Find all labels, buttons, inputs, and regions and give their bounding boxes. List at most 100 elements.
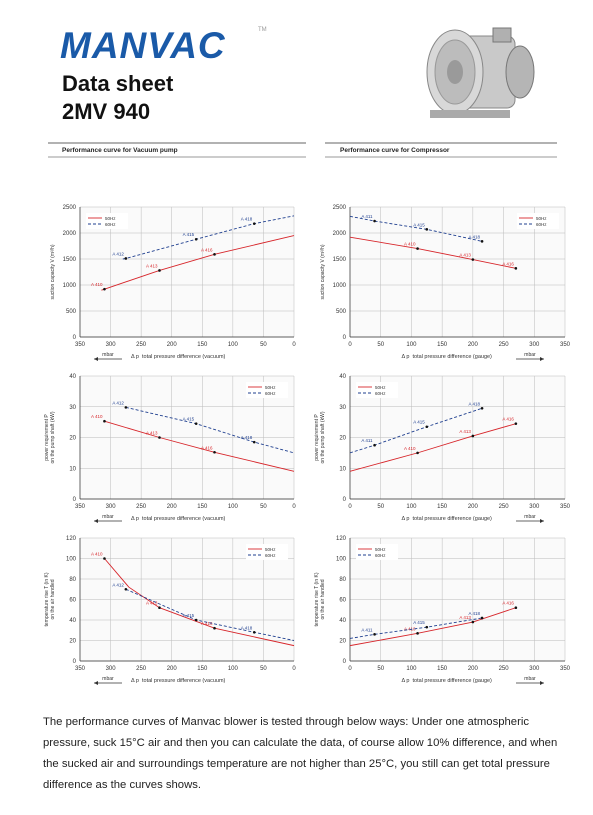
data-point [514,422,518,425]
y-tick-label: 30 [339,405,346,411]
point-label: A 418 [241,435,253,440]
y-axis-label: power requirement P [44,414,50,461]
y-tick-label: 20 [69,639,76,645]
data-point [213,450,216,454]
legend-label: 50Hz [536,216,547,221]
data-point [252,631,256,634]
point-label: A 411 [361,627,373,632]
x-tick-label: 100 [406,666,417,672]
axis-arrow-head [540,519,544,523]
legend-label: 60Hz [375,391,386,396]
point-label: A 415 [413,222,425,227]
legend-label: 50Hz [105,216,116,221]
x-axis-symbol: Δ p [402,678,410,684]
legend-label: 60Hz [536,222,547,227]
legend-box [86,213,128,229]
point-label: A 410 [404,446,416,451]
x-tick-label: 0 [292,342,296,348]
y-tick-label: 30 [69,405,76,411]
y-tick-label: 0 [343,335,347,341]
x-tick-label: 350 [560,666,571,672]
y-tick-label: 10 [69,466,76,472]
data-point [158,269,161,272]
pump-illustration [426,27,535,118]
data-point [471,434,475,438]
x-axis-unit: mbar [524,514,536,520]
y-tick-label: 60 [69,598,76,604]
y-tick-label: 20 [339,639,346,645]
trademark: TM [258,27,267,33]
point-label: A 416 [201,445,213,450]
axis-arrow-head [94,519,98,523]
point-label: A 416 [201,247,213,252]
y-axis-label: temperature rise T (in K) [44,572,50,626]
point-label: A 411 [361,438,373,443]
x-tick-label: 150 [197,666,208,672]
axis-arrow-head [94,357,98,361]
data-point [103,287,106,291]
x-axis-unit: mbar [524,352,536,358]
y-tick-label: 2000 [63,231,77,237]
x-tick-label: 250 [499,666,510,672]
y-axis-label: power requirement P [314,414,320,461]
x-tick-label: 0 [292,666,296,672]
series-line [349,407,483,454]
y-axis-label: on the air handled [320,579,326,619]
point-label: A 418 [469,611,481,616]
section-title: Performance curve for Vacuum pump [62,147,178,154]
x-tick-label: 250 [136,666,147,672]
data-point [194,422,198,425]
x-tick-label: 200 [167,666,178,672]
data-point [416,451,419,455]
point-label: A 413 [459,615,471,620]
legend-label: 50Hz [265,547,276,552]
y-tick-label: 2000 [333,231,347,237]
point-label: A 415 [183,417,195,422]
y-tick-label: 120 [66,536,77,542]
data-point [416,247,419,250]
legend-box [246,382,288,398]
x-tick-label: 50 [377,342,384,348]
x-axis-unit: mbar [102,352,114,358]
x-tick-label: 300 [529,504,540,510]
y-tick-label: 40 [69,618,76,624]
axis-arrow-head [540,357,544,361]
y-tick-label: 2500 [63,205,77,211]
y-tick-label: 1000 [333,283,347,289]
x-tick-label: 150 [197,504,208,510]
x-tick-label: 350 [75,666,86,672]
data-point [158,436,161,439]
point-label: A 412 [112,582,124,587]
series-line [125,406,295,454]
series-line [349,236,516,269]
point-label: A 418 [241,625,253,630]
y-axis-label: temperature rise T (in K) [314,572,320,626]
legend-box [246,544,288,560]
data-point [480,616,484,620]
y-tick-label: 40 [69,374,76,380]
point-label: A 416 [201,621,213,626]
x-tick-label: 100 [406,504,417,510]
legend-box [356,544,398,560]
x-tick-label: 300 [529,342,540,348]
point-label: A 413 [146,431,158,436]
x-tick-label: 250 [136,504,147,510]
point-label: A 416 [502,601,514,606]
y-tick-label: 500 [336,309,347,315]
y-tick-label: 60 [339,598,346,604]
x-tick-label: 300 [106,342,117,348]
x-tick-label: 250 [136,342,147,348]
x-tick-label: 300 [106,666,117,672]
legend-label: 60Hz [265,553,276,558]
y-tick-label: 500 [66,309,77,315]
x-tick-label: 350 [75,342,86,348]
x-tick-label: 100 [228,666,239,672]
legend-box [517,213,559,229]
data-point [471,620,475,624]
x-tick-label: 200 [167,342,178,348]
footer-paragraph: The performance curves of Manvac blower … [43,716,558,791]
series-line [349,607,516,647]
data-point [124,587,128,591]
series-line [349,423,516,472]
